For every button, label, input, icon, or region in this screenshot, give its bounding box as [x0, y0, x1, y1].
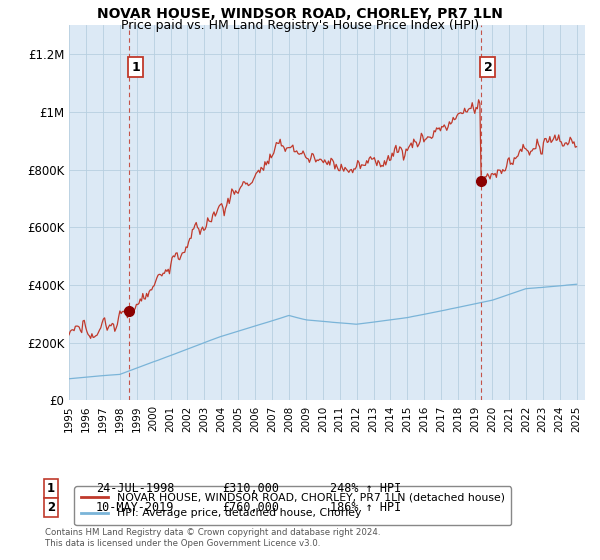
Legend: NOVAR HOUSE, WINDSOR ROAD, CHORLEY, PR7 1LN (detached house), HPI: Average price: NOVAR HOUSE, WINDSOR ROAD, CHORLEY, PR7 … — [74, 487, 511, 525]
Text: 24-JUL-1998: 24-JUL-1998 — [96, 482, 175, 495]
Text: 1: 1 — [47, 482, 55, 495]
Text: £310,000: £310,000 — [222, 482, 279, 495]
Text: 248% ↑ HPI: 248% ↑ HPI — [330, 482, 401, 495]
Text: 10-MAY-2019: 10-MAY-2019 — [96, 501, 175, 515]
Text: 2: 2 — [484, 60, 492, 73]
Text: NOVAR HOUSE, WINDSOR ROAD, CHORLEY, PR7 1LN: NOVAR HOUSE, WINDSOR ROAD, CHORLEY, PR7 … — [97, 7, 503, 21]
Text: £760,000: £760,000 — [222, 501, 279, 515]
Text: Price paid vs. HM Land Registry's House Price Index (HPI): Price paid vs. HM Land Registry's House … — [121, 19, 479, 32]
Text: 186% ↑ HPI: 186% ↑ HPI — [330, 501, 401, 515]
Text: 2: 2 — [47, 501, 55, 515]
Text: 1: 1 — [131, 60, 140, 73]
Text: Contains HM Land Registry data © Crown copyright and database right 2024.
This d: Contains HM Land Registry data © Crown c… — [45, 528, 380, 548]
